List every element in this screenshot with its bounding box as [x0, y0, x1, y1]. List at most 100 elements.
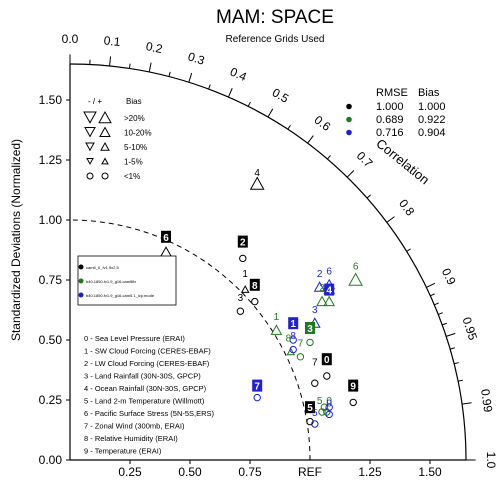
point-label: 2: [319, 283, 325, 294]
corr-minor-tick: [430, 293, 435, 297]
point-label: 8: [252, 281, 258, 292]
bias-circle: [101, 172, 109, 180]
stats-dot: [346, 103, 352, 110]
bias-tri-up: [99, 126, 111, 137]
point-label: 2: [240, 238, 246, 249]
data-point-case0-var4: [249, 176, 265, 190]
point-label: 1: [274, 312, 280, 323]
correlation-label: Correlation: [373, 136, 432, 188]
corr-minor-tick: [208, 84, 211, 90]
case-legend-dot: [78, 264, 84, 270]
corr-major-tick: [148, 62, 152, 73]
bias-legend-label: 1-5%: [124, 158, 143, 167]
plot-frame: 0.000.250.500.751.001.251.500.25 0.50 0.75…: [39, 32, 496, 479]
point-label-box: [252, 379, 263, 392]
corr-minor-tick: [450, 347, 455, 350]
point-label: 1: [290, 319, 296, 330]
bias-tri-down: [86, 158, 94, 165]
corr-tick-label: 0.4: [228, 65, 249, 85]
y-axis-label: Standardized Deviations (Normalized): [9, 139, 23, 341]
x-tick-label: 1.25: [358, 465, 382, 479]
data-point-case2-var0: [325, 410, 333, 419]
y-tick-label: 1.50: [39, 93, 63, 107]
corr-tick-label: 0.0: [62, 32, 79, 46]
stats-header-rmse: RMSE: [376, 87, 408, 99]
data-point-case2-var5: [311, 420, 319, 428]
corr-minor-tick: [438, 312, 443, 315]
corr-tick-label: 0.9: [439, 266, 459, 287]
data-point-case0-var2: [239, 254, 247, 263]
bias-tri-down: [84, 127, 96, 138]
data-point-case0-var1: [240, 285, 250, 293]
corr-minor-tick: [247, 101, 251, 107]
x-tick-label: 0.25: [118, 465, 142, 479]
stats-rmse: 1.000: [376, 101, 404, 113]
stats-header-bias: Bias: [418, 87, 440, 99]
bias-tri-up: [98, 110, 112, 124]
corr-tick-label: 0.3: [186, 49, 206, 67]
corr-major-tick: [461, 402, 472, 405]
bias-tri-up: [101, 157, 109, 165]
data-point-case1-var3: [306, 338, 314, 347]
corr-tick-label: 0.1: [103, 33, 121, 49]
point-label-box: [305, 401, 315, 414]
case-legend-dot: [78, 292, 84, 298]
x-tick-label: 0.50: [178, 465, 202, 479]
point-label: 0: [326, 398, 332, 409]
data-point-case0-var0: [323, 372, 331, 380]
data-point-case0-var7: [311, 379, 319, 387]
corr-major-tick: [109, 56, 112, 67]
corr-major-tick: [446, 332, 456, 337]
case-legend-label: b40.1850.fv1.9_g16.cam5fix: [86, 279, 136, 284]
point-label: 3: [238, 293, 244, 304]
data-point-case0-var9: [349, 398, 357, 407]
x-tick-label: 1.50: [418, 465, 442, 479]
point-label-box: [305, 322, 315, 334]
corr-minor-tick: [442, 322, 447, 326]
point-label: 6: [163, 233, 169, 244]
corr-tick-label: 0.8: [396, 197, 417, 219]
corr-tick-label: 0.95: [459, 315, 480, 342]
data-point-case1-var6: [348, 272, 363, 286]
data-point-case2-var2: [313, 281, 326, 292]
point-label: 7: [312, 358, 318, 369]
x-tick-label: 0.75: [238, 465, 262, 479]
point-label: 0: [324, 355, 330, 366]
y-tick-label: 1.25: [39, 153, 63, 167]
data-point-case2-var9: [325, 403, 333, 411]
stats-dot: [346, 129, 352, 136]
bias-legend-label: 5-10%: [124, 143, 147, 152]
data-point-case1-var9: [320, 403, 329, 411]
point-label: 5: [307, 403, 313, 414]
reference-std-arc: [69, 219, 311, 461]
bias-legend-header: Bias: [126, 97, 142, 106]
point-label: 6: [326, 266, 332, 277]
point-label: 5: [317, 396, 323, 407]
case-legend-label: b40.1850.fv1.9_g16.cam5.1_lcp.mode: [86, 293, 155, 298]
point-label-box: [321, 353, 332, 366]
point-label: 0: [326, 396, 332, 407]
point-label-box: [237, 235, 248, 248]
chart-title: MAM: SPACE: [216, 7, 334, 28]
corr-minor-tick: [287, 124, 291, 130]
bias-circle: [86, 172, 94, 180]
point-label: 8: [290, 331, 296, 342]
data-point-case1-var1: [270, 324, 283, 335]
point-label-box: [288, 317, 299, 330]
point-label: 2: [317, 269, 323, 280]
y-tick-label: 0.25: [39, 393, 63, 407]
bias-legend-label: <1%: [124, 172, 140, 181]
point-label-box: [324, 283, 335, 296]
point-label: 3: [307, 324, 313, 335]
data-point-case1-var2: [316, 295, 328, 307]
point-label: 8: [286, 334, 292, 345]
stats-bias: 0.904: [418, 127, 446, 139]
point-label-box: [161, 230, 171, 243]
data-point-case1-var7: [296, 353, 305, 361]
corr-tick-label: 0.2: [145, 39, 164, 56]
chart-subtitle: Reference Grids Used: [226, 34, 325, 45]
corr-minor-tick: [457, 379, 463, 382]
plot-marks: 0123456789123456780123456780: [158, 168, 363, 428]
